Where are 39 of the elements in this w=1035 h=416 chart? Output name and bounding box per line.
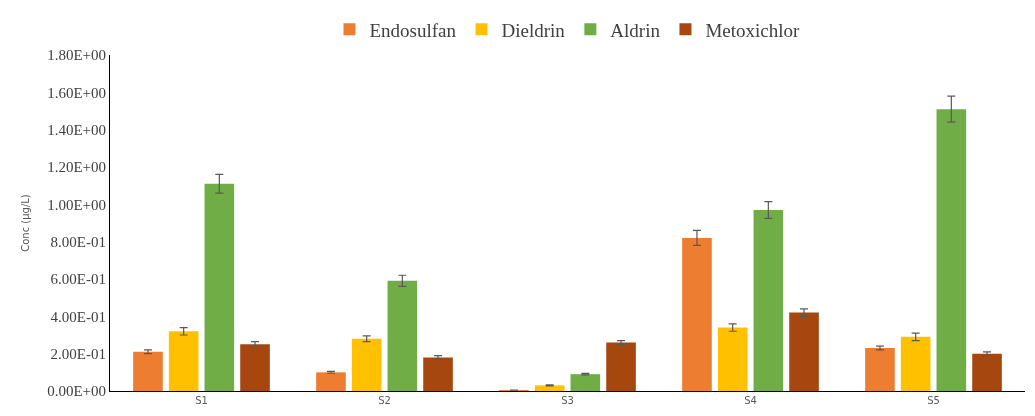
y-tick-label: 1.60E+00 xyxy=(47,84,106,101)
bar xyxy=(789,312,819,391)
bar xyxy=(717,327,748,391)
y-tick-label: 6.00E-01 xyxy=(50,271,106,288)
legend-label: Metoxichlor xyxy=(705,19,801,41)
bar xyxy=(606,342,636,391)
bar xyxy=(168,331,199,391)
bar xyxy=(936,109,967,391)
bar xyxy=(316,372,346,391)
y-tick-label: 1.20E+00 xyxy=(47,159,106,176)
bar xyxy=(133,351,163,391)
x-tick-label: S3 xyxy=(561,395,574,406)
bar xyxy=(900,336,931,391)
y-tick-label: 4.00E-01 xyxy=(50,308,106,325)
y-tick-label: 0.00E+00 xyxy=(47,383,106,400)
legend-label: Dieldrin xyxy=(501,19,566,41)
y-tick-label: 1.00E+00 xyxy=(47,196,106,213)
bar xyxy=(753,209,784,391)
bar xyxy=(387,280,418,391)
bar xyxy=(865,348,895,391)
legend-label: Endosulfan xyxy=(369,19,457,41)
bar xyxy=(972,353,1002,391)
bar xyxy=(204,183,235,391)
bar xyxy=(351,338,382,391)
x-tick-label: S4 xyxy=(744,395,757,406)
legend-label: Aldrin xyxy=(610,19,661,41)
y-tick-label: 1.80E+00 xyxy=(47,47,106,64)
y-axis-title: Conc (µg/L) xyxy=(20,194,32,252)
bar xyxy=(423,357,453,391)
bar xyxy=(570,374,601,391)
bar xyxy=(534,385,565,391)
x-tick-label: S1 xyxy=(195,395,208,406)
bar xyxy=(682,237,712,391)
y-tick-label: 8.00E-01 xyxy=(50,233,106,250)
bar xyxy=(240,344,270,391)
y-tick-label: 1.40E+00 xyxy=(47,121,106,138)
x-tick-label: S5 xyxy=(927,395,940,406)
y-tick-label: 2.00E-01 xyxy=(50,345,106,362)
x-tick-label: S2 xyxy=(378,395,391,406)
